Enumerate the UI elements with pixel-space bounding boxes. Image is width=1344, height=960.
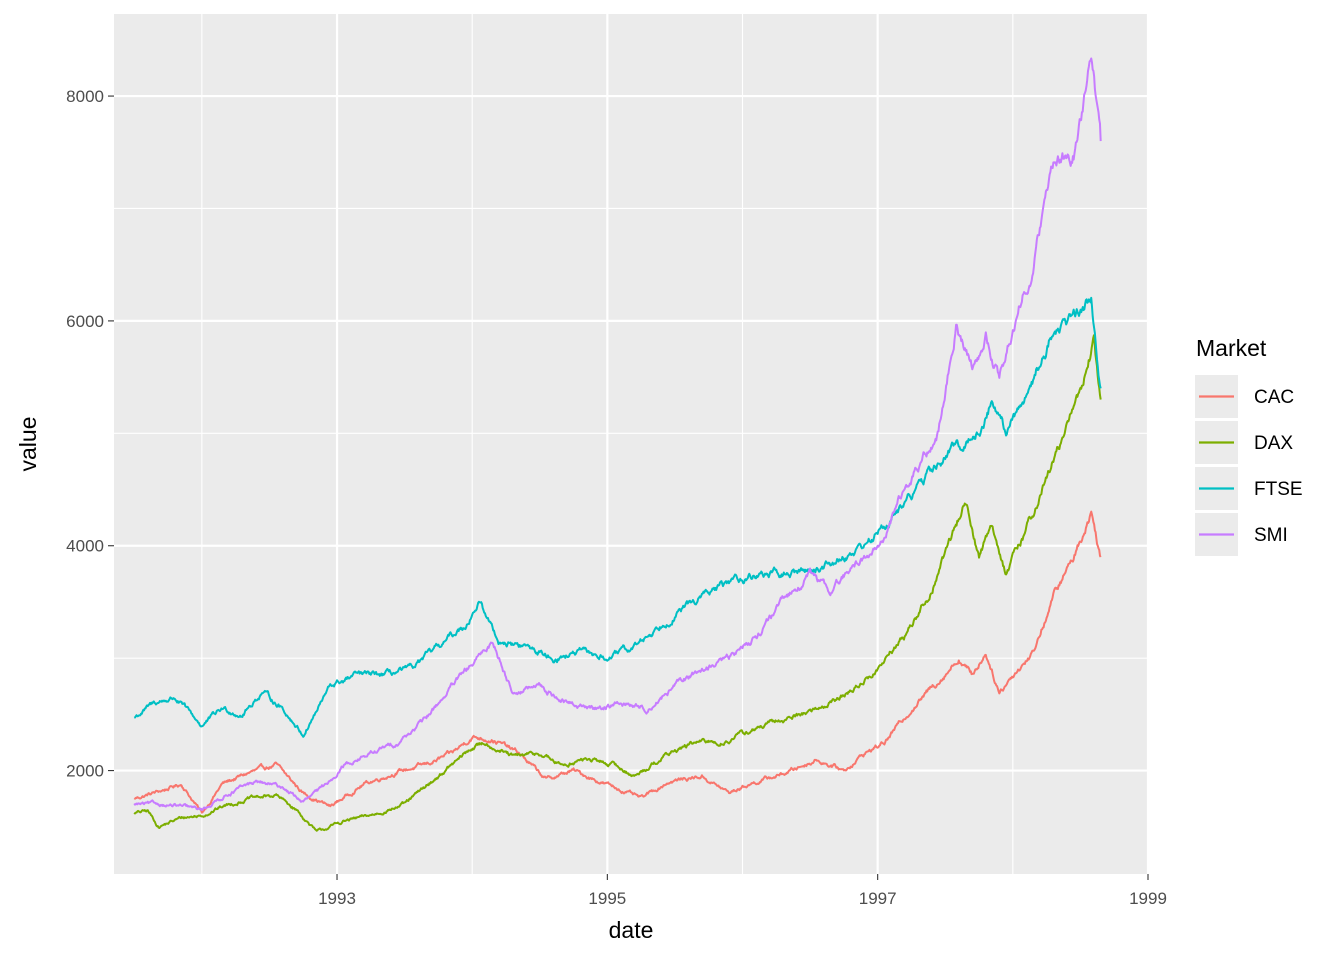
y-tick-label: 2000 — [66, 762, 104, 781]
series-line-dax — [133, 334, 1102, 832]
series-line-cac — [133, 510, 1102, 814]
series-line-ftse — [133, 296, 1102, 738]
x-tick-label: 1999 — [1129, 889, 1167, 908]
y-tick-label: 6000 — [66, 312, 104, 331]
legend-items: CAC DAX FTSE SMI — [1195, 375, 1303, 556]
plot-panel — [114, 14, 1148, 874]
y-tick-label: 4000 — [66, 537, 104, 556]
y-axis: 2000 4000 6000 8000 — [66, 87, 114, 781]
legend-label-ftse: FTSE — [1254, 479, 1303, 500]
legend-title: Market — [1196, 335, 1267, 361]
series-line-smi — [133, 57, 1102, 811]
legend-label-dax: DAX — [1254, 433, 1293, 454]
legend: Market CAC DAX FTSE SMI — [1195, 335, 1303, 556]
x-axis-title: date — [609, 917, 654, 943]
series-lines — [133, 57, 1102, 832]
x-tick-label: 1993 — [318, 889, 356, 908]
minor-gridlines — [114, 14, 1148, 874]
x-tick-label: 1995 — [588, 889, 626, 908]
y-axis-title: value — [15, 417, 41, 472]
legend-label-cac: CAC — [1254, 387, 1294, 408]
x-tick-label: 1997 — [859, 889, 897, 908]
y-tick-label: 8000 — [66, 87, 104, 106]
x-axis: 1993 1995 1997 1999 — [318, 874, 1167, 908]
legend-label-smi: SMI — [1254, 525, 1288, 546]
